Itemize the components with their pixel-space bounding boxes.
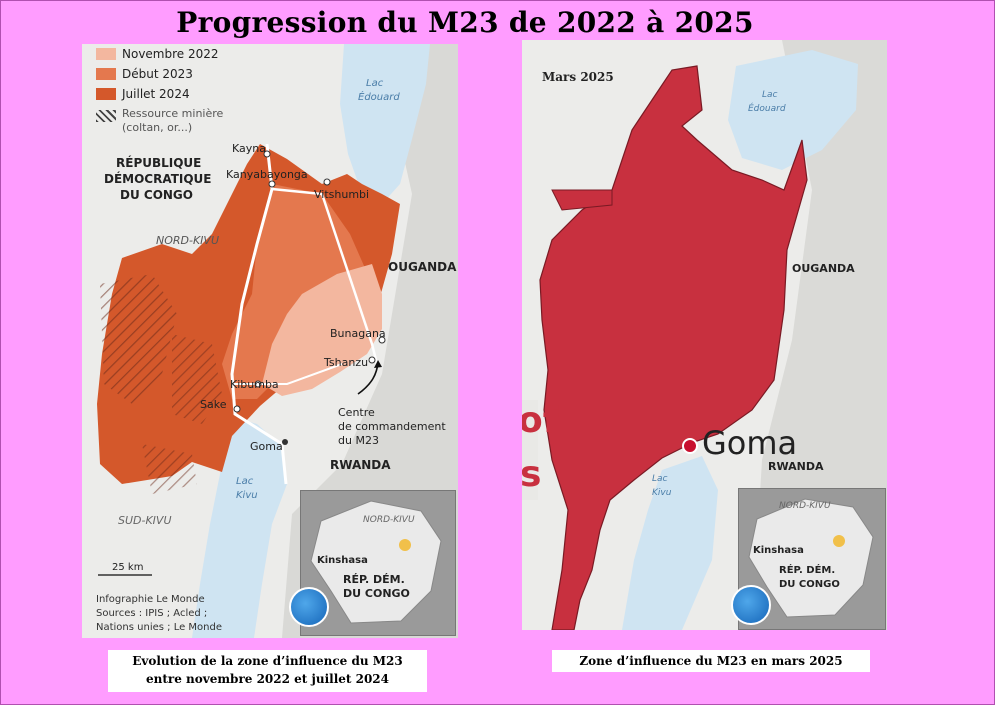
country-label-ouganda: OUGANDA [792, 262, 855, 275]
inset-label-kinshasa: Kinshasa [753, 545, 804, 556]
left-map: Novembre 2022 Début 2023 Juillet 2024 Re… [82, 44, 458, 638]
legend-label-mining-1: Ressource minière [122, 107, 224, 120]
map-date-label: Mars 2025 [542, 70, 614, 84]
country-label-rdc-1: RÉPUBLIQUE [116, 156, 202, 170]
country-label-rdc-2: DÉMOCRATIQUE [104, 172, 212, 186]
zone-novembre-2022 [262, 264, 382, 396]
credit-line-3: Nations unies ; Le Monde [96, 622, 223, 633]
inset-label-rdc-2: DU CONGO [779, 579, 840, 590]
cut-text-1: of [522, 400, 559, 441]
country-label-rdc-3: DU CONGO [120, 188, 193, 202]
mining-zone-2 [172, 334, 222, 424]
inset-label-rdc-1: RÉP. DÉM. [343, 573, 405, 586]
caption-right: Zone d’influence du M23 en mars 2025 [552, 650, 870, 672]
place-kayna: Kayna [232, 142, 266, 155]
legend-swatch-mining [96, 110, 116, 122]
place-vitshumbi: Vitshumbi [314, 188, 370, 201]
left-inset-map: NORD-KIVU Kinshasa RÉP. DÉM. DU CONGO [289, 490, 456, 636]
caption-left: Evolution de la zone d’influence du M23 … [108, 650, 427, 692]
mining-zone-3 [142, 444, 197, 494]
lac-edouard [728, 50, 858, 170]
region-label-nord-kivu: NORD-KIVU [156, 234, 220, 247]
country-label-ouganda: OUGANDA [388, 260, 457, 274]
scale-label: 25 km [112, 562, 144, 573]
country-label-rwanda: RWANDA [330, 458, 391, 472]
hq-label-2: de commandement [338, 420, 446, 433]
globe-icon [731, 585, 771, 625]
hq-label-3: du M23 [338, 434, 379, 447]
lac-edouard [340, 44, 430, 204]
lac-kivu [622, 456, 718, 630]
lake-label-kivu-1: Lac [652, 474, 668, 484]
lake-label-edouard-1: Lac [366, 78, 384, 89]
right-inset-graphic [748, 498, 874, 618]
lake-label-edouard-2: Édouard [358, 92, 400, 103]
legend-label-debut-2023: Début 2023 [122, 67, 193, 81]
right-map-graphic [522, 40, 887, 630]
caption-left-line-2: entre novembre 2022 et juillet 2024 [145, 672, 390, 686]
inset-label-kinshasa: Kinshasa [317, 555, 368, 566]
legend-swatch-debut-2023 [96, 68, 116, 80]
inset-label-rdc-1: RÉP. DÉM. [779, 565, 836, 576]
right-map: Mars 2025 Lac Édouard OUGANDA Goma RWAND… [522, 40, 887, 630]
place-sake: Sake [200, 398, 227, 411]
mining-zone-1 [100, 274, 177, 404]
zone-mars-2025 [539, 65, 808, 630]
legend-label-juillet-2024: Juillet 2024 [122, 87, 190, 101]
lake-label-kivu-1: Lac [236, 476, 254, 487]
place-kibumba: Kibumba [230, 378, 279, 391]
hq-label-1: Centre [338, 406, 375, 419]
city-label-goma: Goma [702, 424, 798, 462]
lake-label-kivu-2: Kivu [236, 490, 258, 501]
place-bunagana: Bunagana [330, 327, 386, 340]
globe-icon [289, 587, 329, 627]
place-kanyabayonga: Kanyabayonga [226, 168, 308, 181]
right-inset-map: NORD-KIVU Kinshasa RÉP. DÉM. DU CONGO [731, 488, 886, 630]
inset-label-rdc-2: DU CONGO [343, 587, 410, 600]
inset-label-nord-kivu: NORD-KIVU [363, 515, 415, 525]
place-goma: Goma [250, 440, 283, 453]
cut-text-2: s [522, 454, 542, 495]
inset-label-nord-kivu: NORD-KIVU [779, 501, 831, 511]
left-inset-graphic [310, 500, 442, 624]
page-title: Progression du M23 de 2022 à 2025 [176, 6, 754, 39]
credit-line-1: Infographie Le Monde [96, 594, 205, 605]
country-label-rwanda: RWANDA [768, 460, 824, 473]
legend-label-mining-2: (coltan, or...) [122, 121, 193, 134]
lake-label-edouard-2: Édouard [748, 104, 786, 114]
legend-label-novembre-2022: Novembre 2022 [122, 47, 219, 61]
region-label-sud-kivu: SUD-KIVU [118, 514, 172, 527]
lake-label-kivu-2: Kivu [652, 488, 672, 498]
lake-label-edouard-1: Lac [762, 90, 778, 100]
lac-kivu [192, 416, 287, 638]
place-tshanzu: Tshanzu [324, 356, 369, 369]
legend-swatch-juillet-2024 [96, 88, 116, 100]
legend-swatch-novembre-2022 [96, 48, 116, 60]
caption-left-line-1: Evolution de la zone d’influence du M23 [132, 654, 403, 668]
credit-line-2: Sources : IPIS ; Acled ; [96, 608, 208, 619]
